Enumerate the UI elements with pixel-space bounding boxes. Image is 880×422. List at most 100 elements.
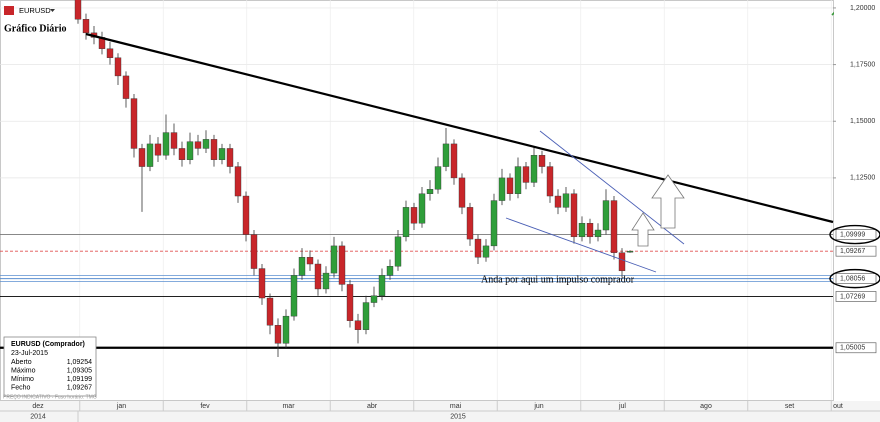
arrow-up (631, 212, 655, 247)
candle-body (178, 148, 186, 160)
y-tick-label: 1,20000 (850, 5, 875, 12)
candle-body (130, 98, 138, 149)
year-label: 2014 (30, 413, 46, 420)
candle-body (330, 245, 338, 274)
info-value: 1,09199 (67, 376, 92, 383)
candle-body (450, 143, 458, 179)
candle-body (242, 195, 250, 235)
info-value: 1,09305 (67, 367, 92, 374)
level-label-box (835, 273, 877, 284)
info-key: Fecho (11, 384, 31, 391)
candle-body (506, 177, 514, 194)
y-tick-label: 1,17500 (850, 61, 875, 68)
candle-body (74, 0, 82, 20)
candle-body (402, 207, 410, 238)
symbol-icon (4, 6, 14, 15)
candle-body (122, 75, 130, 99)
candle-body (170, 132, 178, 149)
x-tick-label: mai (450, 403, 462, 410)
candle-body (498, 177, 506, 201)
dropdown-icon (50, 9, 55, 12)
candle-body (626, 250, 634, 253)
candle-body (562, 193, 570, 208)
candle-body (378, 275, 386, 296)
info-title: EURUSD (Comprador) (11, 341, 85, 348)
candle-body (618, 252, 626, 272)
candle-body (162, 132, 170, 156)
info-value: 1,09254 (67, 359, 92, 366)
level-circle (829, 268, 880, 289)
candle-body (266, 297, 274, 326)
candle-body (610, 200, 618, 253)
info-rows: Aberto 1,09254 Máximo 1,09305 Mínimo 1,09199 F… (11, 359, 92, 392)
x-tick-label: fev (200, 403, 210, 410)
y-axis-panel (834, 0, 880, 400)
candle-body (554, 195, 562, 208)
candle-body (290, 275, 298, 317)
trend-line (85, 32, 834, 224)
levels (0, 234, 833, 349)
candle-body (186, 141, 194, 160)
candle-body (282, 315, 290, 344)
annotation: Anda por aqui um impulso comprador (481, 274, 635, 285)
level-label: 1,09267 (840, 248, 865, 255)
candle-body (258, 268, 266, 299)
year-label: 2015 (450, 413, 466, 420)
symbol: EURUSD (19, 6, 51, 15)
candle-body (458, 177, 466, 208)
candle-body (514, 166, 522, 194)
candle-body (426, 189, 434, 194)
info-box (3, 336, 97, 397)
candle-body (522, 166, 530, 183)
candle-body (434, 166, 442, 190)
candle-body (410, 207, 418, 224)
candle-body (354, 320, 362, 330)
footer: PREÇO INDICATIVO - Fuso horário: TMG (3, 394, 97, 400)
candle-body (538, 155, 546, 167)
candle-body (594, 229, 602, 238)
y-tick-label: 1,15000 (850, 118, 875, 125)
plot-frame (0, 0, 834, 401)
candle-body (346, 284, 354, 321)
candle-body (314, 263, 322, 290)
candle-body (322, 272, 330, 290)
candle-body (546, 166, 554, 197)
level-circle (829, 224, 880, 245)
candle-body (482, 245, 490, 258)
x-tick-label: dez (32, 403, 44, 410)
channel-line (505, 217, 657, 273)
candle-body (226, 148, 234, 167)
level-label-box (835, 342, 877, 354)
candle-body (298, 257, 306, 276)
candle-body (202, 139, 210, 149)
candle-body (138, 148, 146, 167)
grid (0, 0, 833, 400)
x-tick-label: out (833, 403, 843, 410)
candle-body (490, 200, 498, 247)
candle-body (394, 236, 402, 267)
candle-body (274, 325, 282, 344)
candle-body (194, 141, 202, 149)
info-key: Máximo (11, 367, 36, 374)
candle-body (602, 200, 610, 231)
candle-body (338, 245, 346, 285)
candle-body (570, 193, 578, 238)
candle-body (370, 295, 378, 303)
level-label: 1,07269 (840, 293, 865, 300)
candle-body (578, 223, 586, 238)
candle-body (218, 148, 226, 160)
candle-body (234, 166, 242, 197)
x-tick-label: mar (282, 403, 295, 410)
info-date: 23-Jul-2015 (11, 350, 48, 357)
level-label: 1,08056 (840, 275, 865, 282)
candle-body (586, 223, 594, 238)
candle-body (386, 266, 394, 276)
level-label-box (835, 245, 877, 257)
level-label-box (835, 291, 877, 302)
candle-body (106, 48, 114, 58)
x-tick-label: jul (618, 403, 626, 410)
info-key: Aberto (11, 359, 32, 366)
candles (74, 0, 634, 357)
